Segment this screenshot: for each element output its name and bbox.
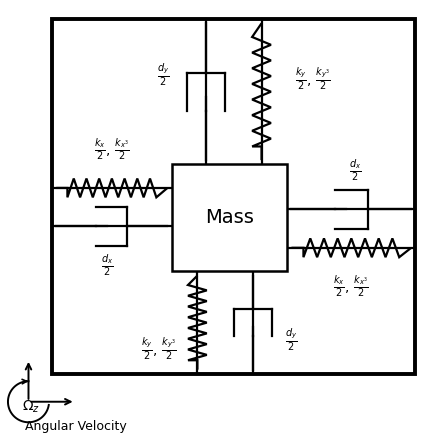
Text: $\frac{k_y}{2}$, $\frac{k_{y^3}}{2}$: $\frac{k_y}{2}$, $\frac{k_{y^3}}{2}$: [141, 335, 177, 362]
Text: $\frac{k_x}{2}$, $\frac{k_{x^3}}{2}$: $\frac{k_x}{2}$, $\frac{k_{x^3}}{2}$: [333, 274, 369, 299]
Bar: [52, 19, 415, 374]
Bar: [172, 165, 287, 271]
Text: $\frac{d_x}{2}$: $\frac{d_x}{2}$: [101, 252, 114, 278]
Text: $\frac{d_x}{2}$: $\frac{d_x}{2}$: [349, 158, 362, 183]
Text: $\frac{d_y}{2}$: $\frac{d_y}{2}$: [285, 326, 298, 353]
Text: $\frac{k_x}{2}$, $\frac{k_{x^3}}{2}$: $\frac{k_x}{2}$, $\frac{k_{x^3}}{2}$: [94, 137, 130, 162]
Text: $\Omega_z$: $\Omega_z$: [21, 399, 39, 415]
Text: Mass: Mass: [205, 209, 254, 227]
Text: $\frac{d_y}{2}$: $\frac{d_y}{2}$: [157, 61, 169, 88]
Text: $\frac{k_y}{2}$, $\frac{k_{y^3}}{2}$: $\frac{k_y}{2}$, $\frac{k_{y^3}}{2}$: [295, 66, 331, 92]
Text: Angular Velocity: Angular Velocity: [24, 420, 127, 433]
